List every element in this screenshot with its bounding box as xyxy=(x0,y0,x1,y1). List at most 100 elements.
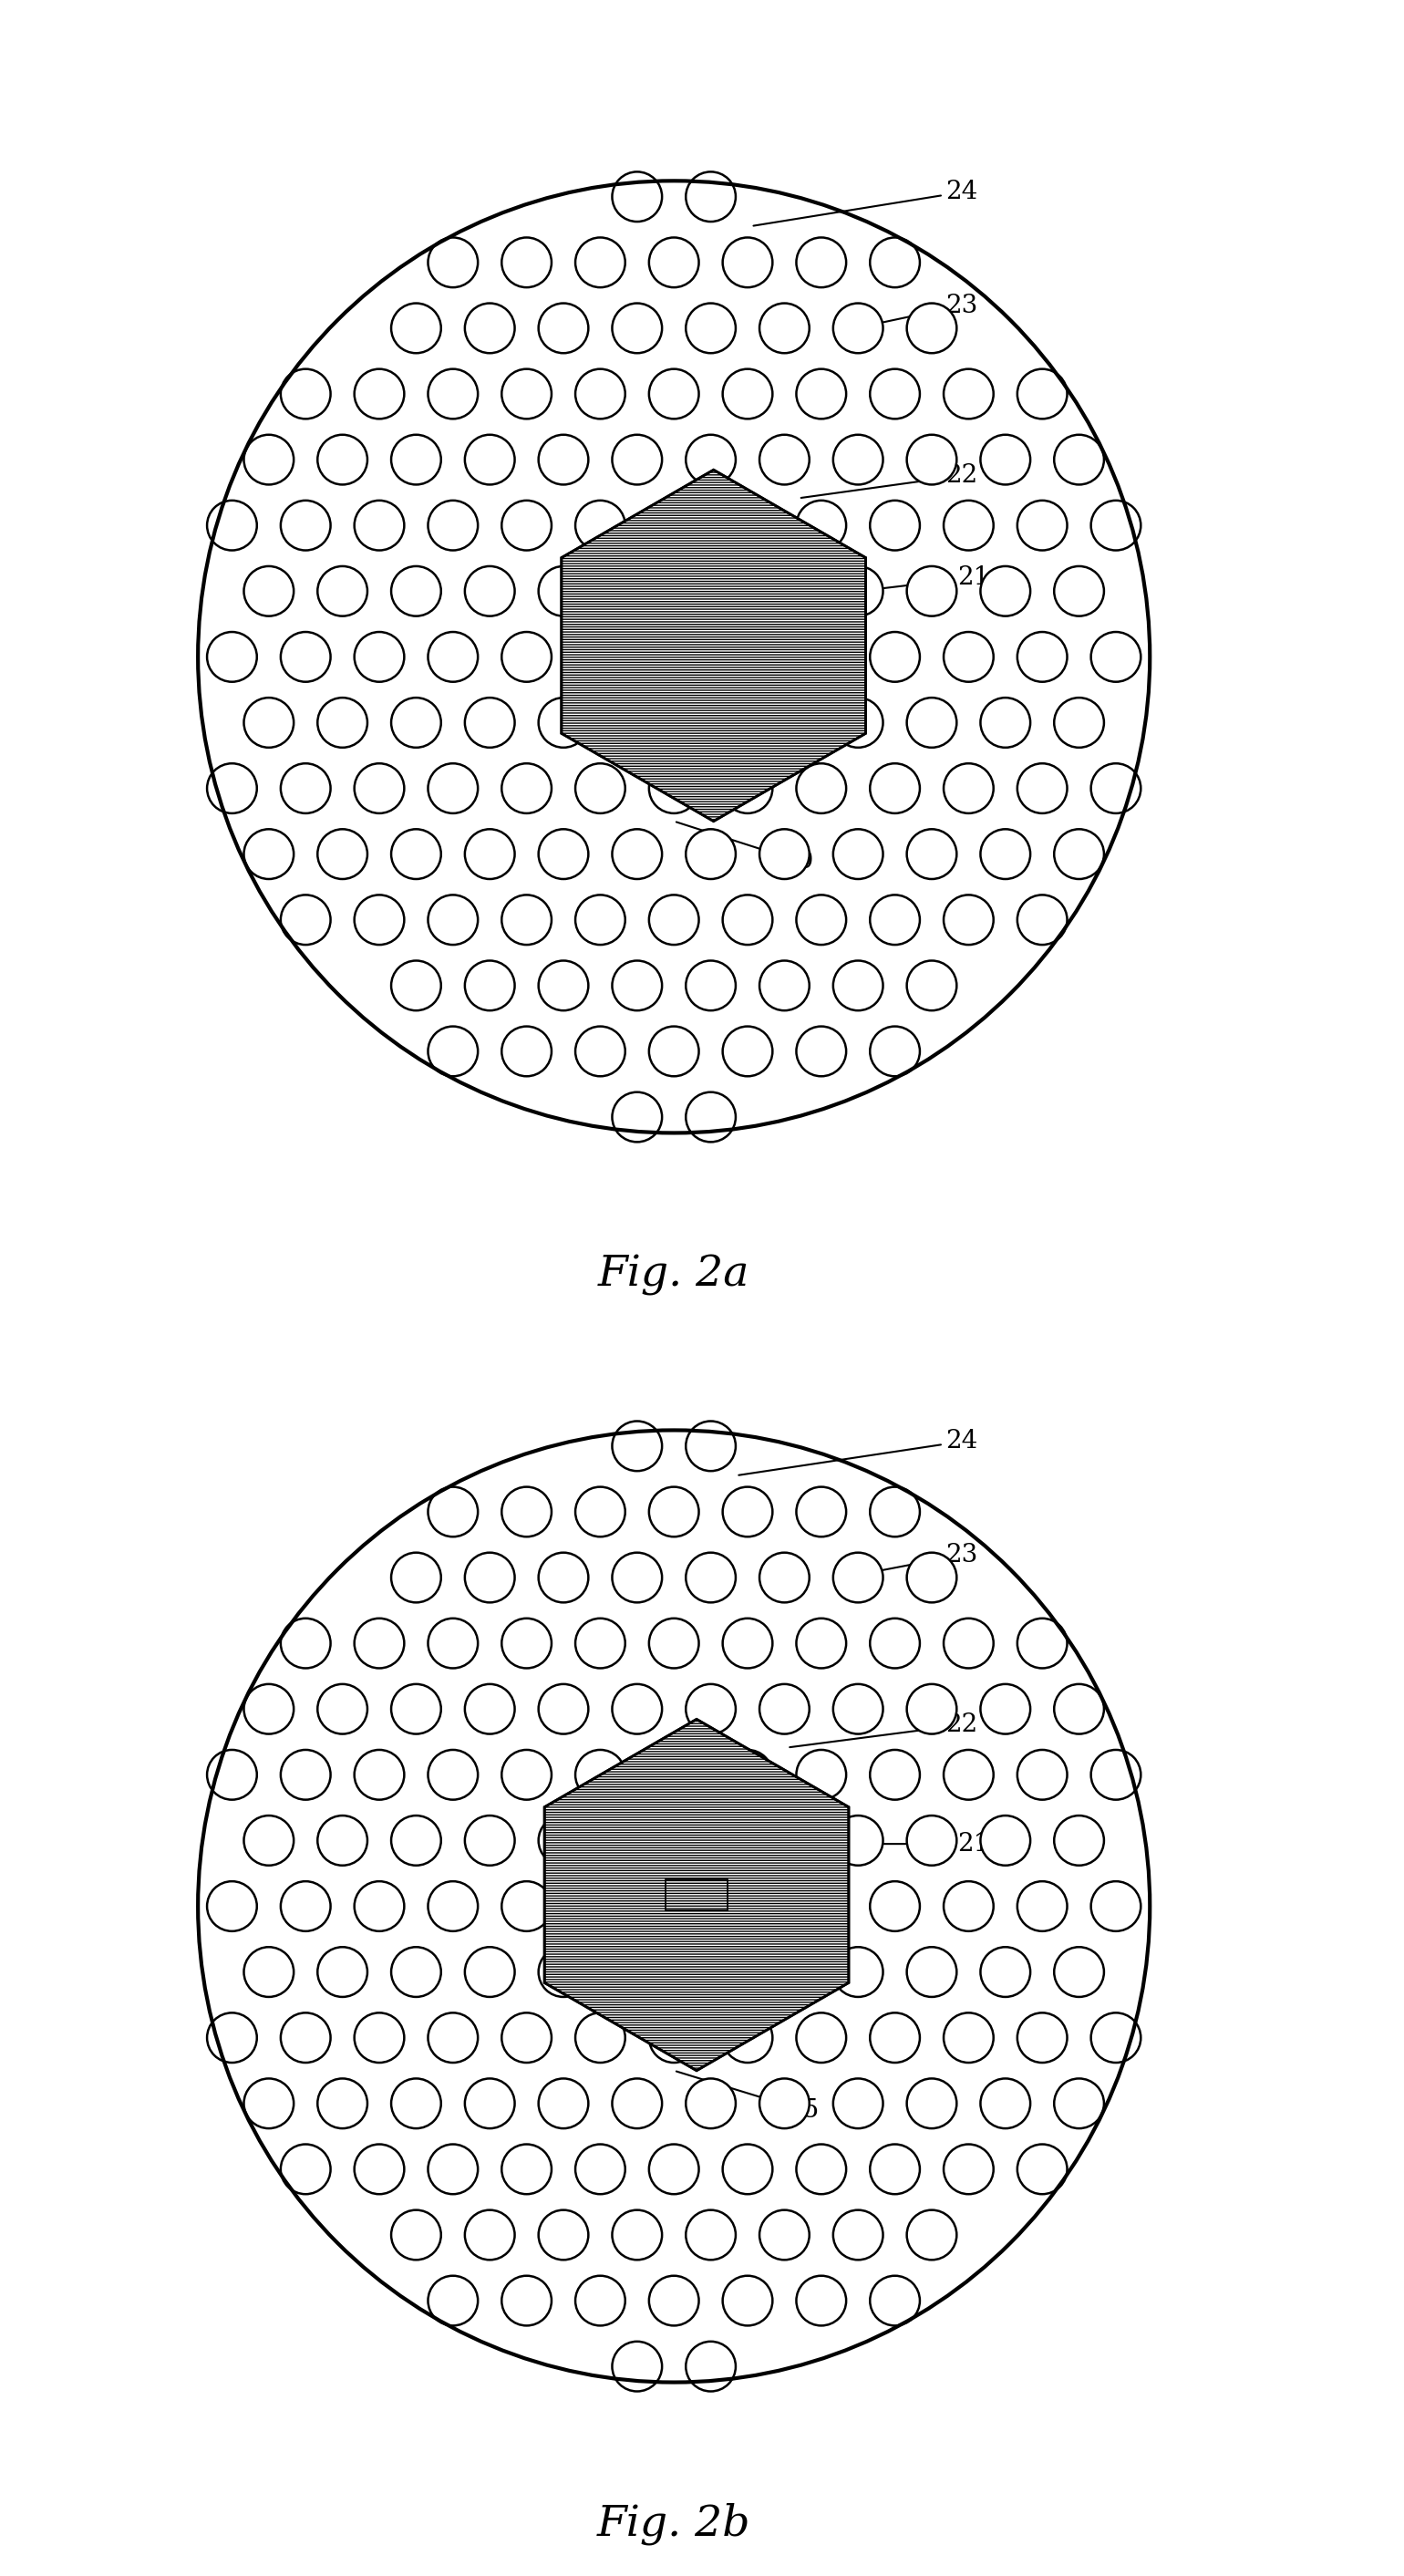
Circle shape xyxy=(612,1553,663,1602)
Circle shape xyxy=(649,500,699,551)
Circle shape xyxy=(576,1880,625,1932)
Circle shape xyxy=(796,2143,847,2195)
Circle shape xyxy=(685,698,736,747)
Circle shape xyxy=(685,2079,736,2128)
Circle shape xyxy=(980,1816,1031,1865)
Circle shape xyxy=(760,304,809,353)
Circle shape xyxy=(281,500,330,551)
Circle shape xyxy=(244,567,293,616)
Circle shape xyxy=(649,1880,699,1932)
Circle shape xyxy=(428,500,477,551)
Circle shape xyxy=(649,1486,699,1538)
Circle shape xyxy=(392,1816,441,1865)
Circle shape xyxy=(833,435,883,484)
Circle shape xyxy=(392,829,441,878)
Circle shape xyxy=(244,1685,293,1734)
Circle shape xyxy=(501,2143,552,2195)
Circle shape xyxy=(428,368,477,420)
Circle shape xyxy=(281,631,330,683)
Circle shape xyxy=(833,829,883,878)
Circle shape xyxy=(428,1486,477,1538)
Circle shape xyxy=(833,961,883,1010)
Circle shape xyxy=(539,961,588,1010)
Circle shape xyxy=(501,237,552,289)
Circle shape xyxy=(907,1816,956,1865)
Circle shape xyxy=(870,500,920,551)
Circle shape xyxy=(760,1685,809,1734)
Circle shape xyxy=(576,1618,625,1669)
Circle shape xyxy=(833,1685,883,1734)
Circle shape xyxy=(428,1749,477,1801)
Circle shape xyxy=(465,961,515,1010)
Polygon shape xyxy=(562,469,866,822)
Circle shape xyxy=(1054,1947,1104,1996)
Text: 21: 21 xyxy=(880,1832,990,1857)
Circle shape xyxy=(685,1947,736,1996)
Circle shape xyxy=(428,1618,477,1669)
Circle shape xyxy=(796,1618,847,1669)
Circle shape xyxy=(465,1553,515,1602)
Circle shape xyxy=(576,2275,625,2326)
Circle shape xyxy=(244,435,293,484)
Circle shape xyxy=(760,829,809,878)
Circle shape xyxy=(907,304,956,353)
Circle shape xyxy=(685,829,736,878)
Circle shape xyxy=(1054,1816,1104,1865)
Circle shape xyxy=(612,1685,663,1734)
Circle shape xyxy=(392,1947,441,1996)
Circle shape xyxy=(907,435,956,484)
Circle shape xyxy=(539,2210,588,2259)
Circle shape xyxy=(796,1749,847,1801)
Circle shape xyxy=(723,2143,772,2195)
Circle shape xyxy=(612,567,663,616)
Circle shape xyxy=(943,1618,994,1669)
Circle shape xyxy=(907,829,956,878)
Text: 20: 20 xyxy=(677,822,814,873)
Circle shape xyxy=(465,829,515,878)
Circle shape xyxy=(833,304,883,353)
Circle shape xyxy=(1018,1749,1067,1801)
Circle shape xyxy=(685,1685,736,1734)
Circle shape xyxy=(206,1880,257,1932)
Bar xyxy=(665,1878,727,1911)
Circle shape xyxy=(539,1816,588,1865)
Circle shape xyxy=(501,894,552,945)
Circle shape xyxy=(539,1685,588,1734)
Circle shape xyxy=(281,2012,330,2063)
Circle shape xyxy=(980,435,1031,484)
Circle shape xyxy=(428,237,477,289)
Circle shape xyxy=(685,1553,736,1602)
Circle shape xyxy=(980,1685,1031,1734)
Text: 22: 22 xyxy=(790,1713,979,1747)
Circle shape xyxy=(244,829,293,878)
Circle shape xyxy=(1091,762,1141,814)
Circle shape xyxy=(1018,1880,1067,1932)
Text: 23: 23 xyxy=(858,294,979,327)
Circle shape xyxy=(539,829,588,878)
Circle shape xyxy=(501,2012,552,2063)
Circle shape xyxy=(870,631,920,683)
Circle shape xyxy=(392,961,441,1010)
Circle shape xyxy=(317,698,368,747)
Circle shape xyxy=(354,1749,404,1801)
Circle shape xyxy=(1018,2143,1067,2195)
Circle shape xyxy=(501,2275,552,2326)
Circle shape xyxy=(649,1025,699,1077)
Text: 22: 22 xyxy=(802,464,979,497)
Circle shape xyxy=(833,698,883,747)
Circle shape xyxy=(501,1880,552,1932)
Circle shape xyxy=(685,1816,736,1865)
Text: 25: 25 xyxy=(677,2071,820,2123)
Circle shape xyxy=(206,2012,257,2063)
Circle shape xyxy=(980,2079,1031,2128)
Circle shape xyxy=(612,1422,663,1471)
Circle shape xyxy=(870,1618,920,1669)
Circle shape xyxy=(612,304,663,353)
Text: 23: 23 xyxy=(847,1543,979,1577)
Circle shape xyxy=(1054,829,1104,878)
Circle shape xyxy=(907,1685,956,1734)
Circle shape xyxy=(870,237,920,289)
Circle shape xyxy=(576,894,625,945)
Circle shape xyxy=(685,173,736,222)
Circle shape xyxy=(244,1947,293,1996)
